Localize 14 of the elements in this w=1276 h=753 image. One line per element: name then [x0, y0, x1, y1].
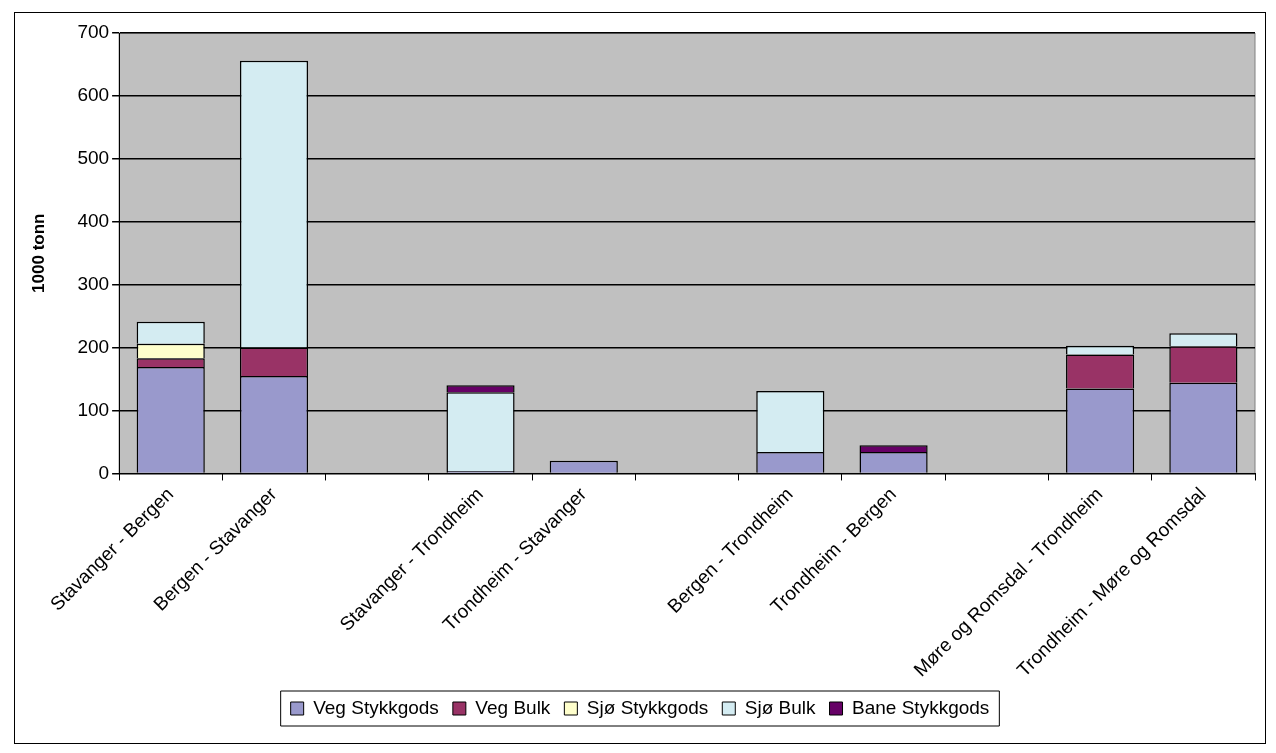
y-tick-label: 300	[77, 272, 110, 294]
y-tick-label: 400	[77, 210, 110, 231]
y-tick-label: 500	[77, 147, 110, 169]
y-tick-label: 0	[98, 461, 110, 483]
y-tick-label: 100	[77, 398, 110, 420]
legend-label: Sjø Bulk	[744, 696, 817, 718]
legend-label: Sjø Stykkgods	[586, 696, 709, 718]
y-tick-label: 600	[77, 84, 110, 106]
legend-label: Bane Stykkgods	[852, 696, 990, 718]
legend-label: Veg Bulk	[475, 696, 551, 718]
y-tick-label: 700	[77, 21, 110, 43]
y-tick-label: 200	[77, 335, 110, 357]
y-axis-title: 1000 tonn	[28, 213, 48, 293]
legend-label: Veg Stykkgods	[313, 696, 439, 718]
